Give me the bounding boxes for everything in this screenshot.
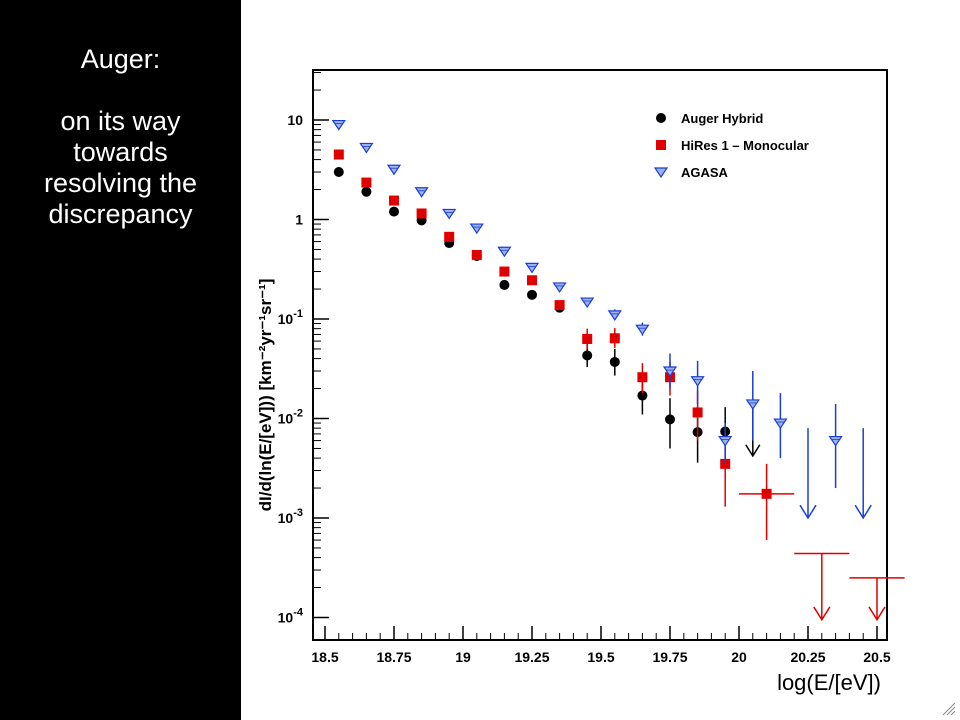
y-tick-label: 10-2 xyxy=(278,408,303,427)
agasa-point xyxy=(469,223,484,235)
x-axis-label: log(E/[eV]) xyxy=(777,670,881,695)
x-tick-label: 18.75 xyxy=(376,649,411,665)
legend-item-agasa: AGASA xyxy=(653,165,729,180)
y-axis-label: dI/d(ln(E/[eV])) [km⁻²yr⁻¹sr⁻¹] xyxy=(256,279,275,512)
hires-point xyxy=(637,372,648,383)
hires-point xyxy=(361,177,372,188)
auger-point xyxy=(637,390,648,401)
auger-upper-limit-head xyxy=(745,444,761,458)
slide-line: discrepancy xyxy=(48,199,193,229)
agasa-point xyxy=(524,262,540,274)
x-tick-label: 19.25 xyxy=(514,649,549,665)
hires-point xyxy=(471,249,482,260)
hires-point xyxy=(444,231,455,242)
agasa-point xyxy=(414,187,429,198)
auger-point xyxy=(333,167,344,178)
agasa-point xyxy=(442,208,457,220)
x-tick-label: 18.5 xyxy=(311,649,338,665)
hires-point xyxy=(499,266,510,277)
auger-point xyxy=(361,186,372,197)
hires-upper-limit-head xyxy=(813,606,831,622)
auger-point xyxy=(527,289,537,300)
resize-grip-icon[interactable] xyxy=(942,702,956,716)
agasa-point xyxy=(635,324,650,336)
hires-point xyxy=(333,149,344,160)
agasa-point xyxy=(690,376,705,387)
auger-point xyxy=(499,279,510,290)
slide-heading: Auger: xyxy=(80,44,161,74)
legend-marker xyxy=(653,167,669,179)
hires-point xyxy=(389,195,399,206)
agasa-upper-limit-head xyxy=(854,504,872,520)
title-panel: Auger: on its way towards resolving the … xyxy=(0,0,241,720)
auger-point xyxy=(609,356,620,367)
slide-line: towards xyxy=(73,137,168,167)
legend-label: Auger Hybrid xyxy=(681,111,763,126)
hires-point xyxy=(609,333,620,344)
legend-label: AGASA xyxy=(681,165,729,180)
hires-point xyxy=(554,300,565,311)
legend-item-auger: Auger Hybrid xyxy=(656,111,763,126)
agasa-point xyxy=(552,282,567,294)
hires-point xyxy=(416,208,427,219)
legend-marker xyxy=(656,113,666,123)
legend-marker xyxy=(656,140,666,150)
agasa-point xyxy=(662,366,678,378)
agasa-point xyxy=(497,246,512,258)
auger-point xyxy=(665,414,675,425)
x-tick-label: 19.5 xyxy=(587,649,614,665)
x-tick-label: 20 xyxy=(731,649,747,665)
x-tick-label: 20.25 xyxy=(790,649,825,665)
agasa-point xyxy=(773,418,788,430)
legend-label: HiRes 1 – Monocular xyxy=(681,138,809,153)
slide-line: on its way xyxy=(60,106,181,136)
hires-point xyxy=(527,275,537,286)
agasa-point xyxy=(745,399,760,411)
x-tick-label: 20.5 xyxy=(863,649,890,665)
agasa-point xyxy=(580,297,595,309)
plot-frame xyxy=(312,69,888,641)
auger-point xyxy=(582,350,593,361)
legend: Auger Hybrid HiRes 1 – Monocular AGASA xyxy=(653,111,809,180)
agasa-point xyxy=(386,164,402,176)
hires-point xyxy=(761,488,772,499)
agasa-point xyxy=(828,435,843,447)
y-tick-label: 1 xyxy=(295,212,303,228)
slide-text: Auger: on its way towards resolving the … xyxy=(0,44,241,230)
hires-point xyxy=(582,333,593,344)
hires-point xyxy=(692,407,703,418)
agasa-point xyxy=(331,119,346,131)
spectrum-chart: 18.5 18.75 19 19.25 19.5 19.75 20 20.25 20.5 10 1 1… xyxy=(256,69,905,695)
agasa-point xyxy=(607,310,622,321)
y-tick-label: 10-4 xyxy=(278,607,304,626)
agasa-point xyxy=(718,435,733,447)
agasa-upper-limit-head xyxy=(799,504,817,520)
y-tick-label: 10-3 xyxy=(278,507,303,526)
x-tick-label: 19 xyxy=(455,649,471,665)
hires-upper-limit-head xyxy=(868,606,886,622)
y-tick-label: 10-1 xyxy=(278,308,303,327)
y-tick-label: 10 xyxy=(287,112,303,128)
x-tick-label: 19.75 xyxy=(652,649,687,665)
agasa-point xyxy=(359,142,374,154)
auger-point xyxy=(389,206,399,217)
slide-line: resolving the xyxy=(43,168,198,198)
legend-item-hires: HiRes 1 – Monocular xyxy=(656,138,809,153)
